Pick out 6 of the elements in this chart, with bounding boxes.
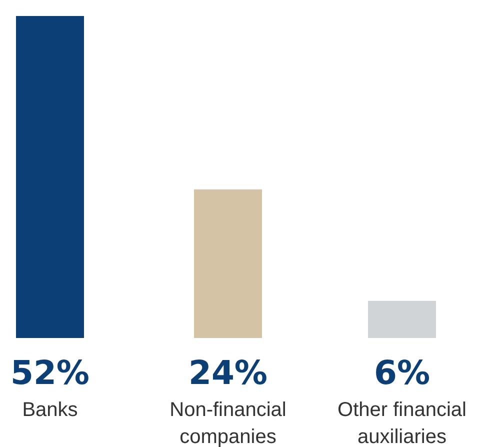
x-tick-label: Other financial auxiliaries [338, 399, 466, 447]
x-tick-label: Non-financial companies [170, 399, 286, 447]
data-label: 24% [188, 353, 268, 392]
data-label: 52% [10, 353, 90, 392]
data-label: 6% [374, 353, 430, 392]
x-tick-label: Banks [22, 399, 78, 421]
